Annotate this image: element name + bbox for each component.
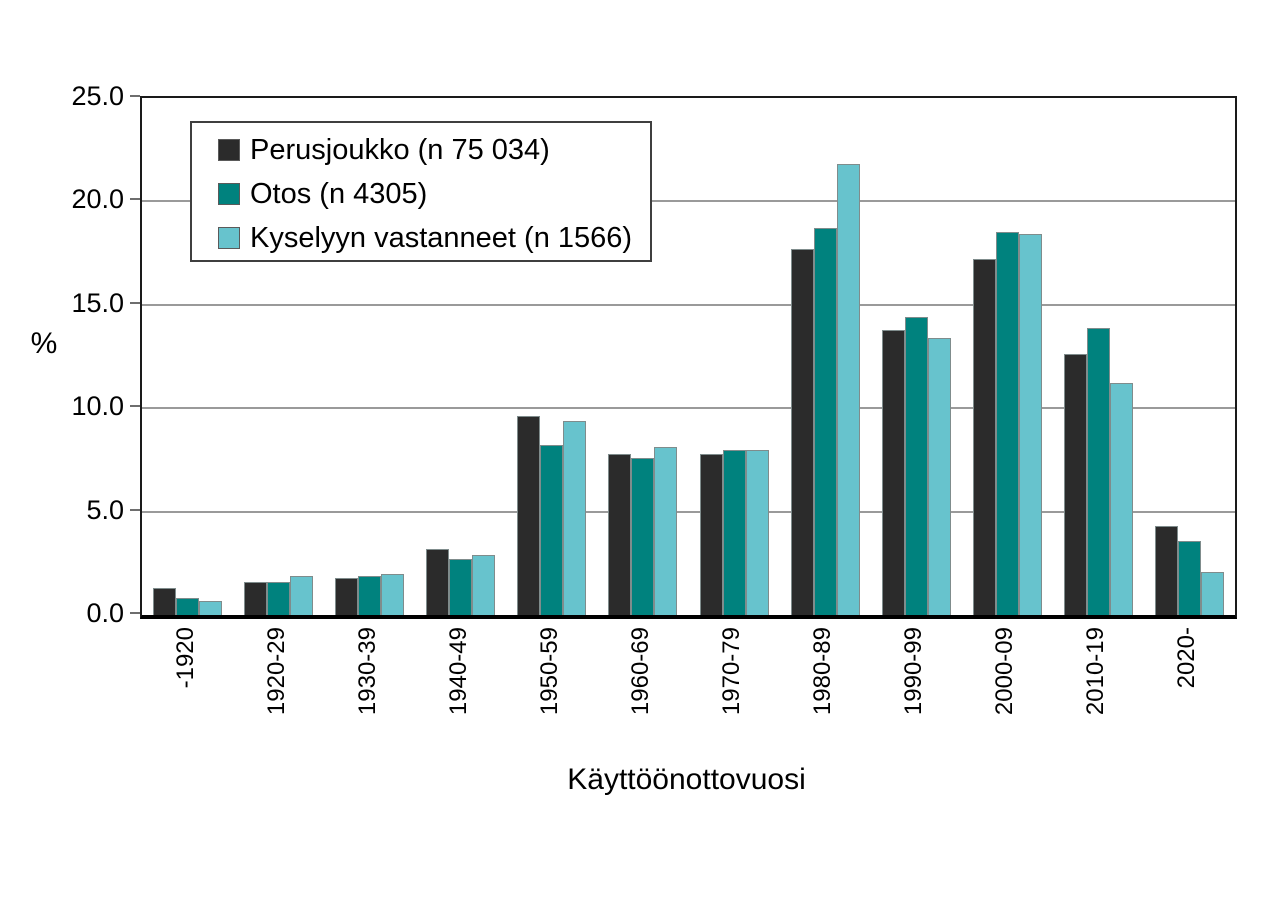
bar xyxy=(1109,383,1133,615)
bar xyxy=(335,578,359,615)
bar xyxy=(722,450,746,615)
bar xyxy=(881,330,905,615)
bar-group xyxy=(1053,98,1144,615)
bar xyxy=(608,454,632,615)
bar xyxy=(1200,572,1224,615)
y-tick-label: 0.0 xyxy=(86,598,124,628)
legend-row-kyselyyn-vastanneet: Kyselyyn vastanneet (n 1566) xyxy=(218,216,650,260)
y-tick-mark xyxy=(130,508,140,511)
y-tick-mark xyxy=(130,405,140,408)
x-tick-label: 1950-59 xyxy=(535,627,563,716)
bar xyxy=(1086,328,1110,615)
bar xyxy=(472,555,496,615)
bar-group xyxy=(780,98,871,615)
bar xyxy=(563,421,587,615)
bar-groups xyxy=(142,98,1235,615)
bar xyxy=(836,164,860,615)
bar xyxy=(1177,541,1201,615)
legend-swatch-icon xyxy=(218,227,240,249)
bar-group xyxy=(1144,98,1235,615)
y-tick-mark xyxy=(130,95,140,97)
bar xyxy=(972,259,996,615)
bar xyxy=(904,317,928,615)
x-axis-title: Käyttöönottovuosi xyxy=(567,763,806,796)
bar xyxy=(381,574,405,615)
bar xyxy=(995,232,1019,615)
y-axis-title: % xyxy=(30,327,58,360)
legend-label: Kyselyyn vastanneet (n 1566) xyxy=(250,222,633,254)
legend-row-perusjoukko: Perusjoukko (n 75 034) xyxy=(218,128,650,172)
legend-swatch-icon xyxy=(218,183,240,205)
bar xyxy=(153,588,177,615)
y-tick-label: 5.0 xyxy=(86,494,124,525)
y-tick-label: 15.0 xyxy=(71,287,124,318)
bar xyxy=(267,582,291,615)
y-tick-label: 20.0 xyxy=(71,184,124,215)
bar-group xyxy=(688,98,779,615)
x-tick-label: 1960-69 xyxy=(626,627,654,716)
bar xyxy=(745,450,769,615)
x-tick-label: 1930-39 xyxy=(353,627,381,716)
bar xyxy=(1063,354,1087,615)
bar xyxy=(1018,234,1042,615)
y-tick-mark xyxy=(130,612,140,614)
plot-area: Perusjoukko (n 75 034) Otos (n 4305) Kys… xyxy=(140,96,1237,619)
x-tick-label: 1990-99 xyxy=(900,627,928,716)
x-tick-label: 1980-89 xyxy=(809,627,837,716)
bar xyxy=(290,576,314,615)
bar xyxy=(244,582,268,615)
bar xyxy=(426,549,450,615)
bar-group xyxy=(233,98,324,615)
x-tick-label: 2000-09 xyxy=(991,627,1019,716)
x-tick-label: 1970-79 xyxy=(718,627,746,716)
y-tick-label: 25.0 xyxy=(71,81,124,111)
bar xyxy=(1154,526,1178,615)
x-tick-label: -1920 xyxy=(171,627,199,689)
x-tick-label: 2020- xyxy=(1173,627,1201,689)
y-tick-mark xyxy=(130,301,140,304)
x-tick-label: 1920-29 xyxy=(262,627,290,716)
bar xyxy=(813,228,837,615)
legend: Perusjoukko (n 75 034) Otos (n 4305) Kys… xyxy=(190,121,652,262)
bar xyxy=(927,338,951,615)
x-tick-label: 1940-49 xyxy=(444,627,472,716)
bar-group xyxy=(597,98,688,615)
bar-group xyxy=(506,98,597,615)
bar xyxy=(449,559,473,615)
bar xyxy=(358,576,382,615)
legend-row-otos: Otos (n 4305) xyxy=(218,172,650,216)
y-tick-mark xyxy=(130,198,140,201)
bar xyxy=(199,601,223,615)
bar xyxy=(540,445,564,615)
x-tick-label: 2010-19 xyxy=(1082,627,1110,716)
bar xyxy=(176,598,200,615)
bar-group xyxy=(415,98,506,615)
legend-label: Otos (n 4305) xyxy=(250,178,428,210)
bar-group xyxy=(871,98,962,615)
legend-label: Perusjoukko (n 75 034) xyxy=(250,134,550,166)
gridline xyxy=(142,200,1235,203)
bar-group xyxy=(962,98,1053,615)
bar xyxy=(790,249,814,615)
bar xyxy=(631,458,655,615)
legend-swatch-icon xyxy=(218,139,240,161)
gridline xyxy=(142,303,1235,306)
gridline xyxy=(142,407,1235,410)
bar xyxy=(654,447,678,615)
bar xyxy=(699,454,723,615)
gridline xyxy=(142,510,1235,513)
bar-group xyxy=(324,98,415,615)
bar xyxy=(517,416,541,615)
bar-group xyxy=(142,98,233,615)
y-tick-label: 10.0 xyxy=(71,391,124,422)
